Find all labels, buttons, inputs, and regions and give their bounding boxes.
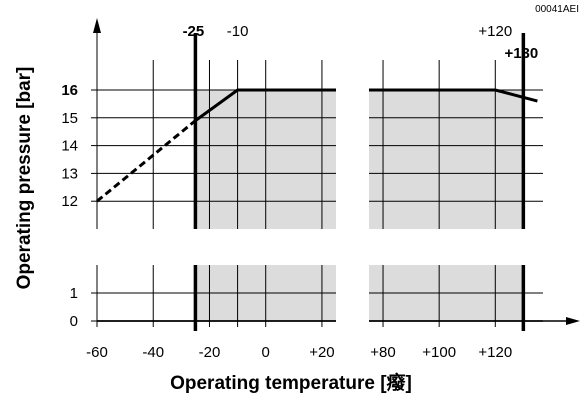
top-label-3: +130 xyxy=(504,45,538,62)
x-tick-label-5: +80 xyxy=(370,344,395,361)
top-label-0: -25 xyxy=(183,23,205,40)
x-axis-title: Operating temperature [癈] xyxy=(170,371,412,394)
y-tick-label-2: 14 xyxy=(61,138,78,155)
y-tick-label-6: 1 xyxy=(70,285,78,302)
top-label-1: -10 xyxy=(227,23,249,40)
x-tick-label-4: +20 xyxy=(309,344,334,361)
x-tick-label-0: -60 xyxy=(86,344,108,361)
y-axis-arrow xyxy=(93,18,101,33)
shaded-region-1-0 xyxy=(369,90,524,229)
y-axis-title: Operating pressure [bar] xyxy=(14,67,35,290)
top-label-2: +120 xyxy=(478,23,512,40)
x-tick-label-6: +100 xyxy=(422,344,456,361)
y-tick-label-4: 16 xyxy=(61,82,78,99)
y-tick-label-5: 0 xyxy=(70,313,78,330)
doc-code: 00041AEI xyxy=(535,4,579,15)
y-tick-label-3: 15 xyxy=(61,110,78,127)
x-tick-label-3: 0 xyxy=(262,344,270,361)
series-line-1 xyxy=(194,88,336,122)
x-axis-arrow xyxy=(566,317,580,325)
x-tick-label-1: -40 xyxy=(142,344,164,361)
x-tick-label-7: +120 xyxy=(478,344,512,361)
y-tick-label-0: 12 xyxy=(61,193,78,210)
series-line-2 xyxy=(369,88,538,103)
y-tick-label-1: 13 xyxy=(61,165,78,182)
series-line-0 xyxy=(96,119,197,203)
x-tick-label-2: -20 xyxy=(199,344,221,361)
